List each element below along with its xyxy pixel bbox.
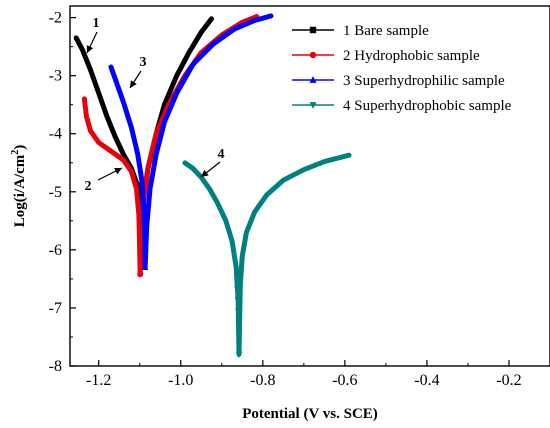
curve-label-text: 2 bbox=[85, 179, 92, 194]
y-axis-title-superscript: 2 bbox=[10, 150, 21, 155]
data-point-marker bbox=[234, 286, 240, 292]
y-tick-label: -2 bbox=[49, 10, 62, 27]
data-point-marker bbox=[234, 308, 241, 314]
x-tick-label: -0.6 bbox=[332, 372, 357, 389]
legend-entry-4-superhydrophobic-sample: 4 Superhydrophobic sample bbox=[292, 98, 512, 114]
curve-label-text: 1 bbox=[93, 16, 100, 31]
data-point-marker bbox=[136, 220, 142, 225]
curve-label-4: 4 bbox=[200, 147, 225, 178]
legend-label: 4 Superhydrophobic sample bbox=[343, 98, 512, 114]
series-3-superhydrophilic-sample bbox=[108, 13, 274, 270]
curve-label-arrow-head bbox=[114, 168, 122, 175]
data-point-marker bbox=[141, 242, 148, 248]
legend-marker bbox=[309, 102, 317, 109]
curve-label-1: 1 bbox=[86, 16, 100, 54]
curve-labels: 1 2 3 4 bbox=[85, 16, 225, 194]
data-point-marker bbox=[137, 264, 143, 270]
series-layer bbox=[73, 13, 352, 358]
legend-entry-1-bare-sample: 1 Bare sample bbox=[292, 23, 429, 39]
legend-marker bbox=[309, 76, 317, 83]
curve-label-arrow-head bbox=[130, 80, 137, 88]
y-tick-label: -8 bbox=[49, 358, 62, 375]
y-tick-label: -7 bbox=[49, 300, 62, 317]
curve-label-arrow-head bbox=[201, 169, 209, 177]
data-point-marker bbox=[141, 213, 147, 219]
legend-marker bbox=[309, 26, 317, 34]
x-tick-label: -0.2 bbox=[496, 372, 521, 389]
plot-frame bbox=[69, 5, 550, 367]
y-tick-label: -5 bbox=[49, 184, 62, 201]
data-point-marker bbox=[235, 351, 243, 358]
y-tick-label: -3 bbox=[49, 68, 62, 85]
x-tick-label: -0.4 bbox=[414, 372, 439, 389]
data-point-marker bbox=[136, 212, 142, 218]
data-point-marker bbox=[235, 330, 241, 336]
series-line bbox=[182, 152, 352, 357]
y-tick-label: -4 bbox=[49, 126, 62, 143]
data-point-marker bbox=[142, 249, 148, 255]
y-tick-label: -6 bbox=[49, 242, 62, 259]
y-axis-title-group: Log(i/A/cm2) bbox=[10, 145, 28, 228]
data-point-marker bbox=[137, 271, 144, 278]
curve-label-text: 3 bbox=[140, 55, 147, 70]
y-axis-title: Log(i/A/cm2) bbox=[10, 145, 28, 228]
data-point-marker bbox=[141, 220, 147, 226]
axis-ticks: -1.2 -1.0 -0.8 -0.6 -0.4 -0.2 -2 -3 -4 -5 -6 -7 -8 bbox=[49, 10, 522, 389]
curve-label-text: 4 bbox=[218, 147, 225, 162]
data-point-marker bbox=[141, 228, 147, 234]
data-point-marker bbox=[235, 319, 241, 325]
x-tick-label: -1.0 bbox=[168, 372, 193, 389]
series-4-superhydrophobic-sample bbox=[182, 152, 352, 358]
data-point-marker bbox=[136, 234, 142, 240]
data-point-marker bbox=[137, 249, 143, 255]
y-axis-title-main: Log(i/A/cm bbox=[12, 154, 28, 227]
series-core-line bbox=[110, 15, 272, 268]
data-point-marker bbox=[141, 235, 148, 241]
legend-marker bbox=[309, 51, 317, 59]
legend-label: 1 Bare sample bbox=[343, 23, 429, 39]
legend-entry-3-superhydrophilic-sample: 3 Superhydrophilic sample bbox=[292, 73, 505, 89]
data-point-marker bbox=[233, 265, 239, 271]
x-axis-title: Potential (V vs. SCE) bbox=[242, 406, 378, 422]
legend-label: 3 Superhydrophilic sample bbox=[343, 73, 505, 89]
legend: 1 Bare sample 2 Hydrophobic sample 3 Super… bbox=[292, 23, 512, 114]
data-point-marker bbox=[236, 341, 242, 347]
y-axis-title-tail: ) bbox=[12, 145, 28, 150]
legend-entry-2-hydrophobic-sample: 2 Hydrophobic sample bbox=[292, 48, 480, 64]
data-point-marker bbox=[141, 206, 147, 212]
curve-label-3: 3 bbox=[129, 55, 147, 89]
curve-label-2: 2 bbox=[85, 167, 123, 194]
data-point-marker bbox=[141, 263, 149, 270]
data-point-marker bbox=[136, 227, 142, 233]
x-tick-label: -0.8 bbox=[250, 372, 275, 389]
data-point-marker bbox=[234, 297, 240, 303]
legend-label: 2 Hydrophobic sample bbox=[343, 48, 480, 64]
data-point-marker bbox=[233, 276, 240, 282]
x-tick-label: -1.2 bbox=[86, 372, 111, 389]
data-point-marker bbox=[137, 242, 142, 248]
curve-label-arrow-head bbox=[86, 45, 94, 53]
data-point-marker bbox=[142, 257, 148, 263]
data-point-marker bbox=[137, 257, 143, 262]
